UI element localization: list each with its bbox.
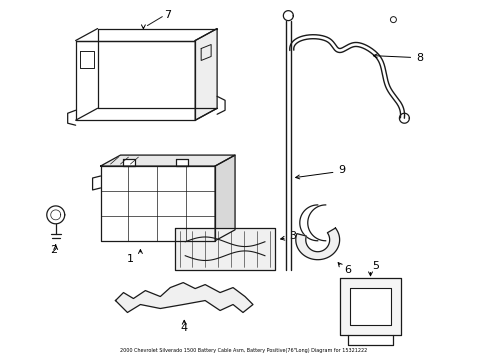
Polygon shape: [176, 159, 188, 166]
Polygon shape: [123, 159, 135, 166]
Text: 1: 1: [127, 254, 134, 264]
Polygon shape: [101, 155, 235, 166]
Text: 2: 2: [50, 245, 57, 255]
Polygon shape: [295, 228, 339, 260]
Text: 5: 5: [371, 261, 378, 271]
Text: 8: 8: [415, 54, 422, 63]
Polygon shape: [195, 28, 217, 120]
Polygon shape: [76, 41, 195, 120]
Polygon shape: [339, 278, 401, 336]
Text: 3: 3: [289, 231, 296, 241]
Polygon shape: [349, 288, 390, 325]
Polygon shape: [115, 283, 252, 312]
Polygon shape: [215, 155, 235, 241]
Text: 4: 4: [180, 323, 187, 333]
Text: 2000 Chevrolet Silverado 1500 Battery Cable Asm, Battery Positive(76"Long) Diagr: 2000 Chevrolet Silverado 1500 Battery Ca…: [120, 348, 367, 353]
Polygon shape: [101, 166, 215, 241]
Text: 9: 9: [337, 165, 345, 175]
Polygon shape: [175, 228, 274, 270]
Text: 7: 7: [163, 10, 170, 20]
Text: 6: 6: [344, 265, 350, 275]
